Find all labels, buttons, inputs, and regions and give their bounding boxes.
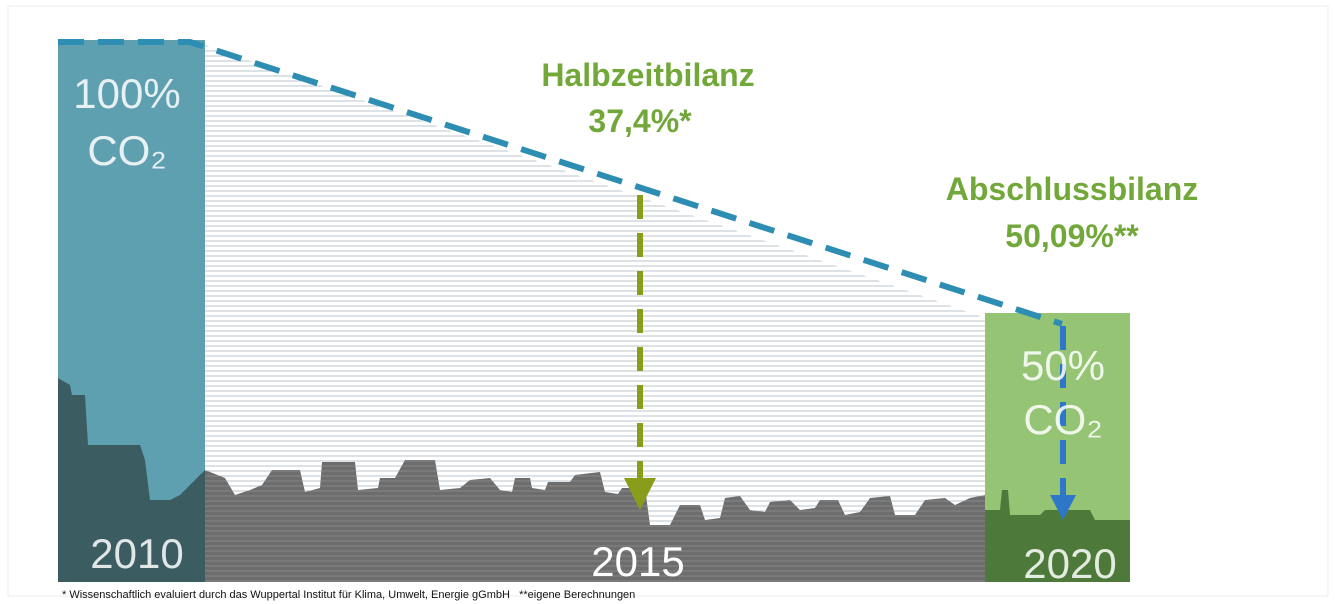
skyline bbox=[205, 460, 985, 582]
target-skyline bbox=[985, 490, 1130, 582]
start-percent: 100% bbox=[73, 70, 180, 117]
midterm-value: 37,4%* bbox=[588, 103, 692, 139]
target-year: 2020 bbox=[1023, 540, 1116, 587]
start-year: 2010 bbox=[90, 530, 183, 577]
target-label: CO₂ bbox=[1023, 396, 1102, 443]
footnote: * Wissenschaftlich evaluiert durch das W… bbox=[62, 589, 635, 601]
target-percent: 50% bbox=[1021, 342, 1105, 389]
final-arrowhead bbox=[1050, 495, 1076, 520]
reduction-area bbox=[205, 45, 985, 582]
midterm-title: Halbzeitbilanz bbox=[541, 57, 754, 93]
trend-line bbox=[58, 39, 1063, 327]
midterm-arrowhead bbox=[624, 478, 656, 510]
start-skyline bbox=[58, 378, 205, 582]
start-label: CO₂ bbox=[87, 127, 166, 174]
midterm-year: 2015 bbox=[591, 538, 684, 585]
frame bbox=[7, 5, 1329, 597]
final-title: Abschlussbilanz bbox=[946, 171, 1199, 207]
final-value: 50,09%** bbox=[1005, 218, 1139, 254]
